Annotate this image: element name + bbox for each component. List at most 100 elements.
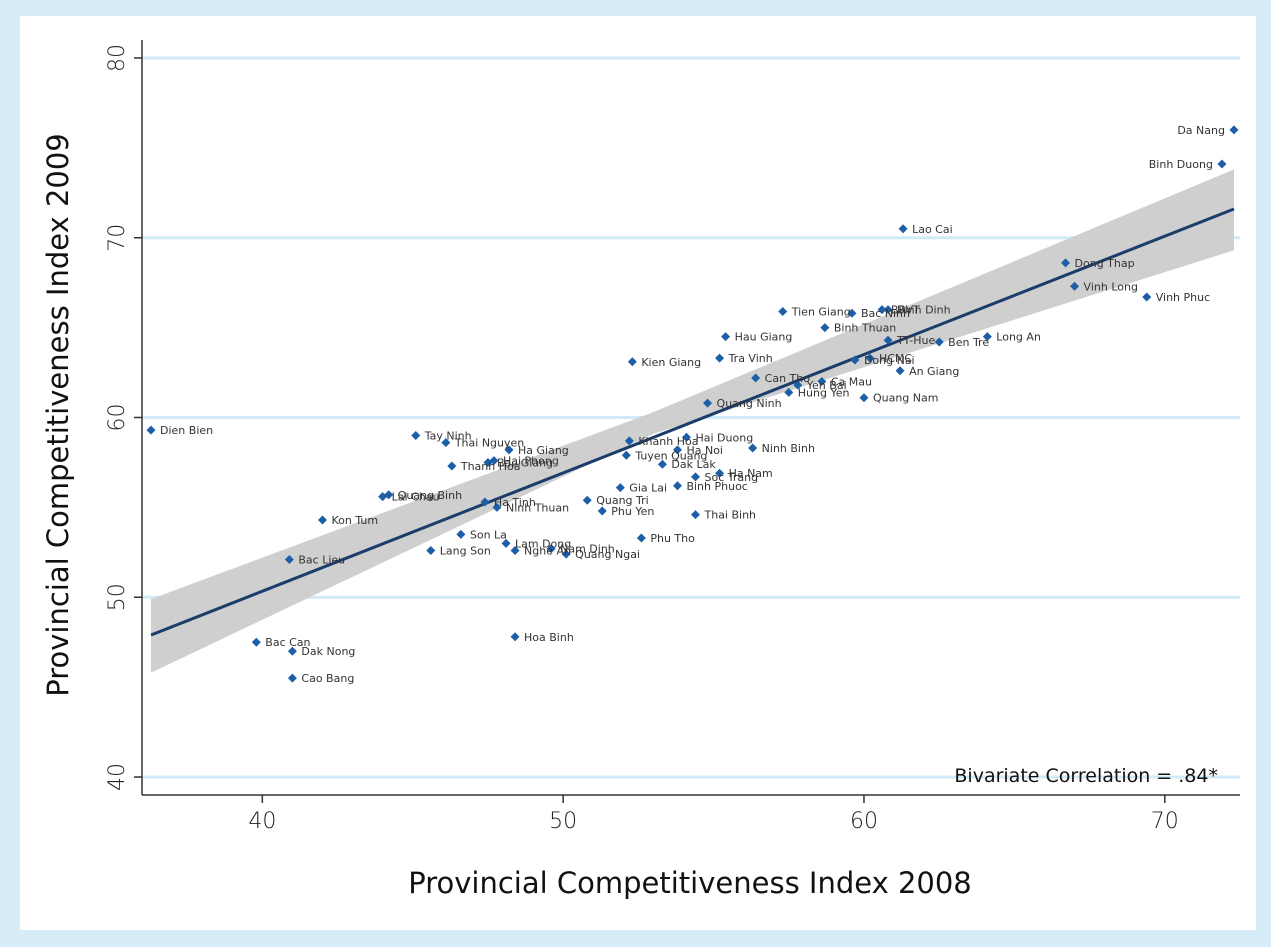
point-label-ca-mau: Ca Mau: [831, 376, 872, 389]
y-tick-label-40: 40: [105, 763, 130, 791]
point-label-da-nang: Da Nang: [1177, 124, 1225, 137]
point-label-an-giang: An Giang: [909, 365, 959, 378]
point-tuyen-quang: [621, 450, 631, 460]
point-ca-mau: [817, 377, 827, 387]
point-label-dak-lak: Dak Lak: [671, 458, 716, 471]
point-brvt: [877, 305, 887, 315]
point-label-kien-giang: Kien Giang: [641, 356, 701, 369]
point-phu-yen: [597, 506, 607, 516]
point-label-hcmc: HCMC: [879, 352, 912, 365]
point-khanh-hoa: [624, 436, 634, 446]
point-label-dong-nai: Dong Nai: [864, 354, 915, 367]
point-vinh-phuc: [1142, 292, 1152, 302]
point-quang-ninh: [703, 398, 713, 408]
point-label-quang-ngai: Quang Ngai: [575, 548, 640, 561]
point-label-ha-noi: Ha Noi: [686, 444, 723, 457]
point-label-hoa-binh: Hoa Binh: [524, 631, 574, 644]
point-label-can-tho: Can Tho: [765, 372, 811, 385]
point-quang-nam: [859, 393, 869, 403]
x-tick-label-40: 40: [248, 809, 276, 834]
y-tick-label-80: 80: [105, 44, 130, 72]
point-label-lai-chau: Lai Chau: [392, 491, 440, 504]
point-nam-dinh: [546, 544, 556, 554]
point-dak-nong: [287, 646, 297, 656]
point-label-binh-thuan: Binh Thuan: [834, 322, 896, 335]
point-hcmc: [865, 353, 875, 363]
point-label-tt-hue: TT-Hue: [896, 334, 935, 347]
point-label-ninh-thuan: Ninh Thuan: [506, 501, 569, 514]
point-quang-tri: [582, 495, 592, 505]
point-label-ben-tre: Ben Tre: [948, 336, 989, 349]
point-long-an: [982, 332, 992, 342]
point-label-vinh-long: Vinh Long: [1084, 280, 1138, 293]
point-label-quang-nam: Quang Nam: [873, 392, 939, 405]
point-label-vinh-phuc: Vinh Phuc: [1156, 291, 1210, 304]
point-tay-ninh: [411, 430, 421, 440]
point-label-dien-bien: Dien Bien: [160, 424, 213, 437]
point-label-bac-giang: Bac Giang: [497, 456, 553, 469]
point-hai-duong: [681, 432, 691, 442]
point-label-dak-nong: Dak Nong: [301, 645, 355, 658]
point-label-nghe-an: Nghe An: [524, 545, 571, 558]
point-label-quang-binh: Quang Binh: [398, 489, 462, 502]
point-can-tho: [751, 373, 761, 383]
point-thai-nguyen: [441, 438, 451, 448]
point-label-bac-lieu: Bac Lieu: [298, 554, 345, 567]
data-points: [146, 125, 1239, 683]
point-dong-nai: [850, 355, 860, 365]
point-label-hau-giang: Hau Giang: [735, 331, 793, 344]
point-son-la: [456, 529, 466, 539]
point-phu-tho: [636, 533, 646, 543]
point-ninh-binh: [748, 443, 758, 453]
point-binh-phuoc: [672, 481, 682, 491]
point-lam-dong: [501, 538, 511, 548]
point-label-tuyen-quang: Tuyen Quang: [634, 449, 707, 462]
x-tick-label-60: 60: [850, 809, 878, 834]
point-ha-noi: [672, 445, 682, 455]
chart-panel: [20, 16, 1256, 930]
point-tra-vinh: [715, 353, 725, 363]
point-binh-dinh: [883, 305, 893, 315]
point-label-binh-dinh: Binh Dinh: [897, 304, 951, 317]
point-ninh-thuan: [492, 502, 502, 512]
point-label-lang-son: Lang Son: [440, 545, 491, 558]
point-label-dong-thap: Dong Thap: [1075, 257, 1135, 270]
point-label-ha-giang: Ha Giang: [518, 444, 569, 457]
point-hau-giang: [721, 332, 731, 342]
point-tt-hue: [883, 335, 893, 345]
point-bac-giang: [483, 457, 493, 467]
point-thanh-hoa: [447, 461, 457, 471]
point-hung-yen: [784, 387, 794, 397]
point-cao-bang: [287, 673, 297, 683]
point-label-binh-duong: Binh Duong: [1149, 158, 1213, 171]
point-soc-trang: [691, 472, 701, 482]
regression-line: [150, 207, 1235, 637]
point-label-hai-phong: Hai Phong: [503, 455, 559, 468]
point-label-thanh-hoa: Thanh Hoa: [460, 460, 521, 473]
x-tick-label-70: 70: [1151, 809, 1179, 834]
point-label-ha-nam: Ha Nam: [729, 467, 773, 480]
point-label-gia-lai: Gia Lai: [629, 482, 667, 495]
point-ha-giang: [504, 445, 514, 455]
point-bac-can: [251, 637, 261, 647]
point-label-bac-ninh: Bac Ninh: [861, 307, 910, 320]
point-gia-lai: [615, 483, 625, 493]
point-label-long-an: Long An: [996, 331, 1041, 344]
point-yen-bai: [793, 380, 803, 390]
point-label-tra-vinh: Tra Vinh: [728, 352, 773, 365]
point-kon-tum: [317, 515, 327, 525]
x-tick-label-50: 50: [549, 809, 577, 834]
y-tick-label-60: 60: [105, 404, 130, 432]
point-label-lao-cai: Lao Cai: [912, 223, 953, 236]
point-label-hung-yen: Hung Yen: [798, 386, 850, 399]
point-label-son-la: Son La: [470, 528, 507, 541]
point-binh-thuan: [820, 323, 830, 333]
point-quang-ngai: [561, 549, 571, 559]
point-label-phu-tho: Phu Tho: [650, 532, 695, 545]
point-label-ninh-binh: Ninh Binh: [762, 442, 815, 455]
point-lao-cai: [898, 224, 908, 234]
y-tick-label-70: 70: [105, 224, 130, 252]
point-thai-binh: [691, 510, 701, 520]
point-label-lam-dong: Lam Dong: [515, 537, 571, 550]
